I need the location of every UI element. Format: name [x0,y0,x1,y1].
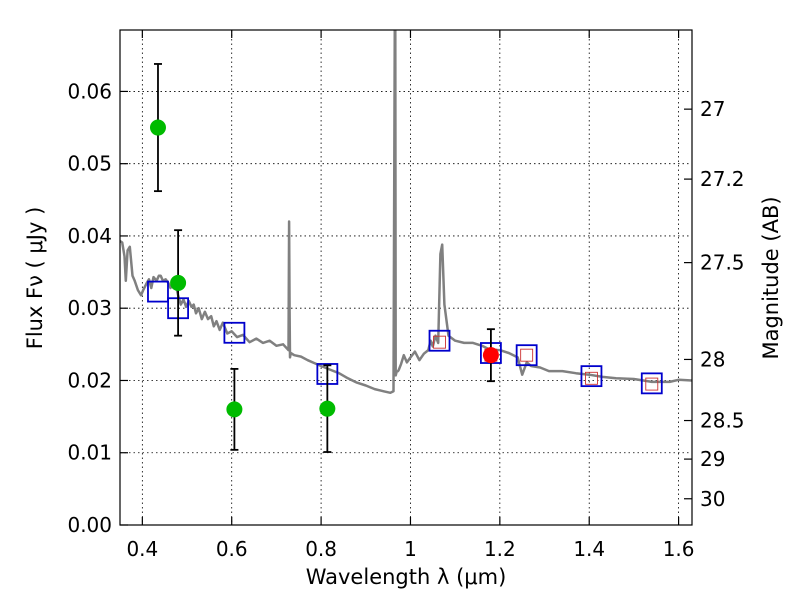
y-axis-label: Flux Fν ( μJy ) [23,207,47,350]
model-band-square [640,372,663,395]
photometry-point [170,274,187,291]
magnitude-axis-label: Magnitude (AB) [759,196,783,359]
x-tick-label: 0.8 [305,537,337,561]
model-band-small-square [585,371,598,385]
plot-data [120,30,692,453]
y-tick-label: 0.05 [67,152,112,176]
model-band-square [580,365,603,388]
x-axis-label: Wavelength λ (μm) [306,565,507,589]
grid [120,30,692,526]
model-band-square [515,344,538,367]
magnitude-tick-label: 28 [700,347,725,371]
magnitude-tick-label: 29 [700,447,725,471]
model-band-small-square [520,348,534,362]
model-band-small-square [645,377,659,391]
y-tick-label: 0.04 [67,224,112,248]
x-tick-label: 1.4 [573,537,605,561]
y-tick-label: 0.02 [67,368,112,392]
model-sed-line [120,30,692,395]
photometry-point [149,119,166,136]
magnitude-tick-label: 27 [700,97,725,121]
photometry-point [226,401,243,418]
model-band-square [428,329,451,352]
magnitude-tick-label: 27.5 [700,251,745,275]
y-tick-label: 0.06 [67,79,112,103]
x-tick-label: 1.2 [484,537,516,561]
x-tick-label: 1.6 [663,537,695,561]
model-band-square [223,321,246,344]
x-tick-label: 0.6 [216,537,248,561]
y-tick-label: 0.00 [67,513,112,537]
photometry-point [319,400,336,417]
axis-ticks: 0.4 0.6 0.8 1 1.2 1.4 1.6 0.00 0.01 0.02 0.03 0.04 0… [67,30,745,561]
magnitude-tick-label: 27.2 [700,167,745,191]
magnitude-tick-label: 30 [700,487,725,511]
magnitude-tick-label: 28.5 [700,409,745,433]
photometry-point [482,347,499,364]
y-tick-label: 0.01 [67,441,112,465]
x-tick-label: 0.4 [126,537,158,561]
y-tick-label: 0.03 [67,296,112,320]
model-band-small-square [433,335,446,349]
model-band-square [147,280,169,303]
x-tick-label: 1 [404,537,417,561]
plot-frame [119,29,693,526]
